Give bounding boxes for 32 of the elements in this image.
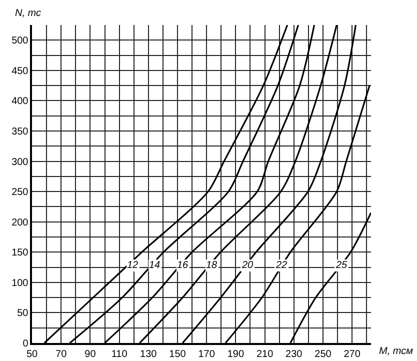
y-tick-label: 400	[12, 96, 29, 108]
x-tick-label: 190	[227, 348, 244, 360]
y-tick-label: 450	[12, 66, 29, 77]
x-tick-label: 170	[198, 348, 216, 360]
y-tick-label: 500	[12, 36, 29, 47]
series-label: 14	[149, 260, 161, 271]
x-tick-label: 90	[84, 348, 96, 360]
y-tick-label: 250	[12, 187, 29, 198]
y-tick-label: 200	[12, 217, 29, 228]
x-tick-label: 150	[169, 348, 186, 360]
x-tick-label: 110	[111, 348, 128, 360]
y-axis-title: N, тс	[15, 8, 41, 19]
y-tick-label: 100	[12, 278, 29, 289]
y-tick-label: 150	[12, 248, 29, 259]
x-tick-label: 230	[286, 348, 303, 360]
x-tick-label: 250	[314, 348, 332, 360]
x-axis-title: M, тсм	[379, 346, 414, 357]
x-tick-label: 50	[26, 348, 38, 360]
series-label: 16	[177, 260, 189, 271]
series-label: 18	[206, 260, 218, 271]
series-label: 25	[335, 260, 348, 271]
x-tick-label: 210	[256, 348, 274, 360]
y-tick-label: 0	[22, 338, 29, 350]
y-tick-label: 50	[17, 308, 29, 320]
x-tick-label: 70	[56, 348, 68, 360]
y-tick-label: 300	[12, 156, 29, 168]
x-tick-label: 270	[344, 348, 361, 360]
x-tick-label: 130	[140, 348, 158, 360]
series-label: 12	[127, 260, 139, 271]
series-label: 20	[241, 260, 254, 271]
series-label: 22	[275, 260, 288, 271]
y-tick-label: 350	[12, 126, 29, 138]
